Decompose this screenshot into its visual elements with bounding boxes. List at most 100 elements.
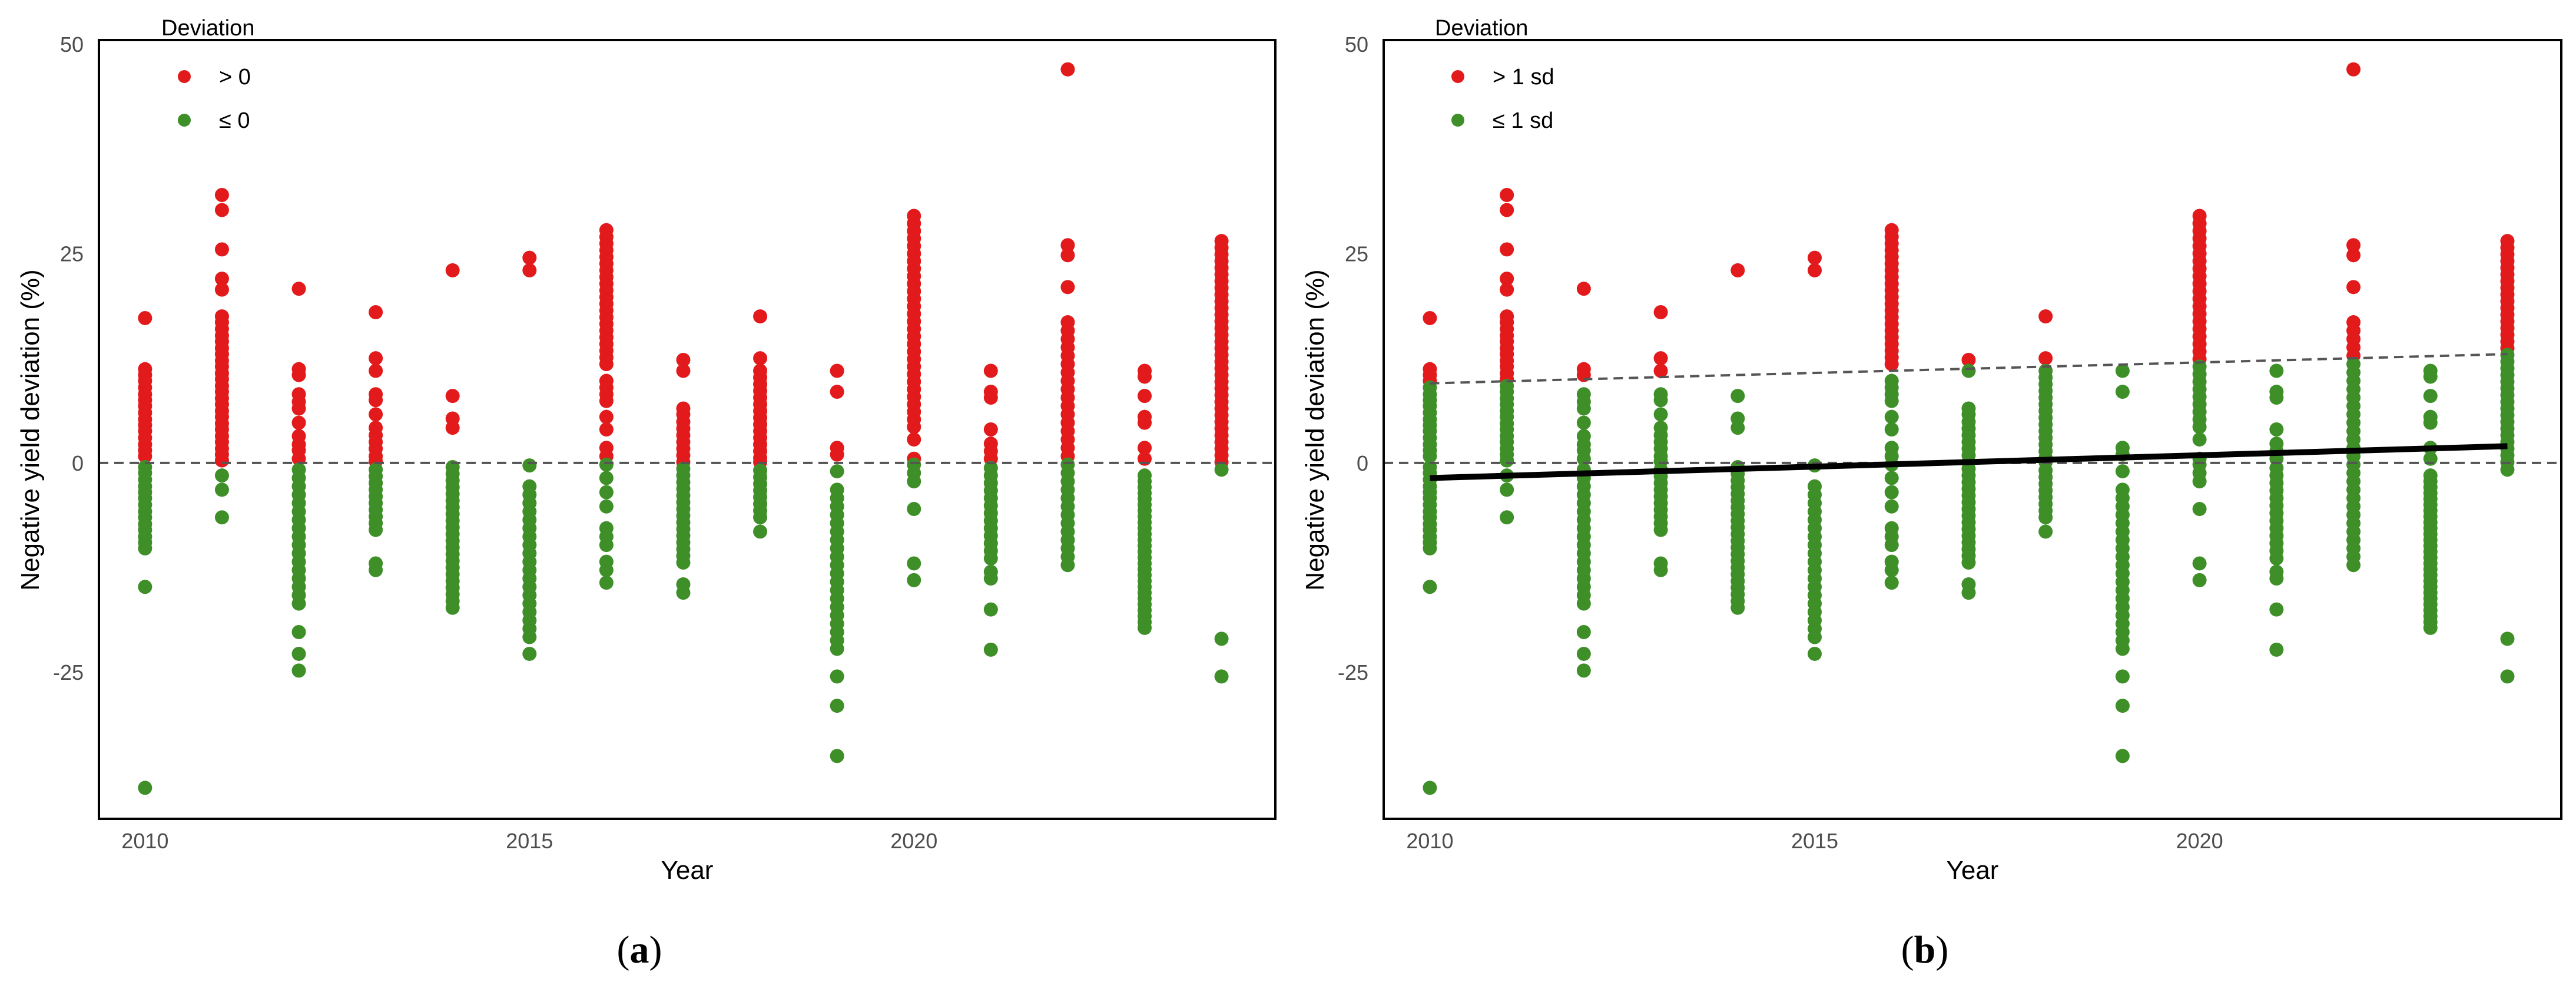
panel-b-legend: Deviation > 1 sd ≤ 1 sd — [1435, 16, 1554, 133]
panel-a-y-tick-label: 0 — [72, 451, 84, 475]
panel-b-point-low — [2269, 390, 2284, 405]
panel-b-point-high — [1500, 242, 1514, 257]
panel-a-point-high — [983, 363, 998, 378]
panel-b-point-low — [1884, 499, 1899, 514]
panel-a-point-low — [599, 471, 614, 485]
panel-a-point-low — [830, 749, 844, 763]
panel-b-x-tick-label: 2020 — [2176, 829, 2223, 853]
panel-b-point-high — [2038, 351, 2053, 366]
panel-b-point-low — [2115, 699, 2130, 713]
panel-a-point-high — [369, 351, 383, 366]
panel-b-point-low — [2269, 602, 2284, 617]
panel-b-point-low — [2192, 502, 2207, 517]
panel-b-point-low — [2038, 510, 2053, 525]
panel-a-point-high — [676, 353, 691, 368]
panel-a-point-low — [1214, 631, 1229, 646]
panel-a-point-low — [907, 573, 921, 587]
panel-b-x-axis-title: Year — [1947, 856, 1999, 885]
panel-b-point-high — [1576, 282, 1591, 296]
panel-a-point-low — [291, 596, 306, 611]
panel-a-point-low — [1214, 462, 1229, 477]
panel-a-point-low — [830, 642, 844, 656]
panel-b-point-low — [2115, 464, 2130, 479]
panel-b-point-low — [1961, 586, 1976, 600]
panel-a-point-high — [830, 447, 844, 462]
panel-a-point-low — [214, 482, 229, 497]
panel-a-point-high — [753, 351, 768, 366]
panel-b-point-high — [1500, 282, 1514, 297]
panel-b-point-high — [1423, 310, 1437, 325]
panel-a-point-low — [138, 541, 152, 555]
panel-b-point-high — [1500, 272, 1514, 286]
panel-b-point-low — [1884, 394, 1899, 408]
panel-b-legend-title: Deviation — [1435, 16, 1528, 41]
panel-a-point-high — [1138, 369, 1152, 384]
panel-a-point-high — [214, 453, 229, 468]
panel-a-point-high — [445, 389, 460, 404]
panel-a-point-high — [830, 385, 844, 399]
panel-a-point-low — [599, 499, 614, 514]
panel-a-legend-label-low: ≤ 0 — [219, 108, 250, 133]
panel-a-y-axis-title: Negative yield deviation (%) — [16, 269, 45, 590]
panel-b-caption-letter: b — [1914, 928, 1936, 971]
panel-a-caption-letter: a — [630, 928, 649, 971]
panel-a-point-low — [830, 464, 844, 479]
panel-b-point-low — [1423, 580, 1437, 594]
panel-b-point-low — [2192, 419, 2207, 434]
panel-a-x-axis-title: Year — [661, 856, 714, 885]
panel-a-point-high — [599, 357, 614, 372]
panel-b-point-low — [1884, 563, 1899, 577]
panel-a-point-high — [599, 394, 614, 408]
panel-b-x-tick-label: 2010 — [1406, 829, 1453, 853]
panel-a-point-high — [522, 263, 537, 277]
panel-b-legend-swatch-low — [1451, 114, 1464, 127]
panel-a-y-tick-labels: -25 0 25 50 — [53, 32, 84, 685]
panel-a-point-high — [983, 390, 998, 405]
panel-b-point-high — [1653, 351, 1668, 366]
panel-a-point-low — [522, 646, 537, 661]
panel-a-x-tick-labels: 2010 2015 2020 — [121, 829, 937, 853]
panel-a-legend-label-high: > 0 — [219, 65, 251, 90]
panel-b-legend-label-low: ≤ 1 sd — [1493, 108, 1553, 133]
panel-a-point-high — [214, 203, 229, 217]
panel-b-point-low — [2423, 369, 2438, 384]
panel-a-legend-title: Deviation — [161, 16, 254, 41]
panel-b-point-low — [1576, 663, 1591, 678]
panel-a: -25 0 25 50 2010 2015 2020 Year Negative yiel… — [16, 16, 1277, 971]
panel-a-caption: (a) — [617, 928, 662, 971]
panel-b-point-low — [1423, 781, 1437, 795]
panel-b-point-low — [1423, 541, 1437, 555]
panel-a-point-low — [445, 600, 460, 615]
panel-b-points — [1423, 62, 2515, 795]
panel-b-point-low — [2500, 669, 2515, 684]
panel-a-point-high — [214, 282, 229, 297]
panel-a-point-high — [291, 401, 306, 416]
panel-b-point-low — [1884, 485, 1899, 500]
panel-b-point-low — [2192, 432, 2207, 447]
panel-b-point-low — [2115, 669, 2130, 684]
panel-b-point-low — [2269, 363, 2284, 378]
panel-a-point-low — [214, 468, 229, 483]
panel-a-point-high — [1138, 389, 1152, 404]
panel-a-point-high — [1060, 238, 1075, 253]
panel-b-point-low — [1961, 555, 1976, 570]
panel-a-point-low — [983, 571, 998, 586]
panel-b-legend-label-high: > 1 sd — [1493, 65, 1554, 90]
panel-b-point-low — [1576, 625, 1591, 640]
panel-b-point-high — [1500, 187, 1514, 202]
panel-b-point-low — [2192, 556, 2207, 571]
panel-a-point-low — [907, 474, 921, 489]
panel-a-point-high — [830, 363, 844, 378]
panel-a-point-high — [214, 272, 229, 286]
panel-a-point-low — [753, 510, 768, 525]
panel-b-point-low — [2115, 363, 2130, 378]
panel-b-y-axis-title: Negative yield deviation (%) — [1301, 269, 1330, 590]
panel-b-y-tick-label: 25 — [1345, 242, 1368, 266]
panel-a-points — [138, 62, 1229, 795]
panel-b-caption: (b) — [1901, 928, 1949, 971]
panel-a-point-low — [522, 630, 537, 644]
panel-b-point-low — [1730, 421, 1745, 435]
panel-b-point-low — [1500, 482, 1514, 497]
panel-a-point-high — [522, 250, 537, 265]
